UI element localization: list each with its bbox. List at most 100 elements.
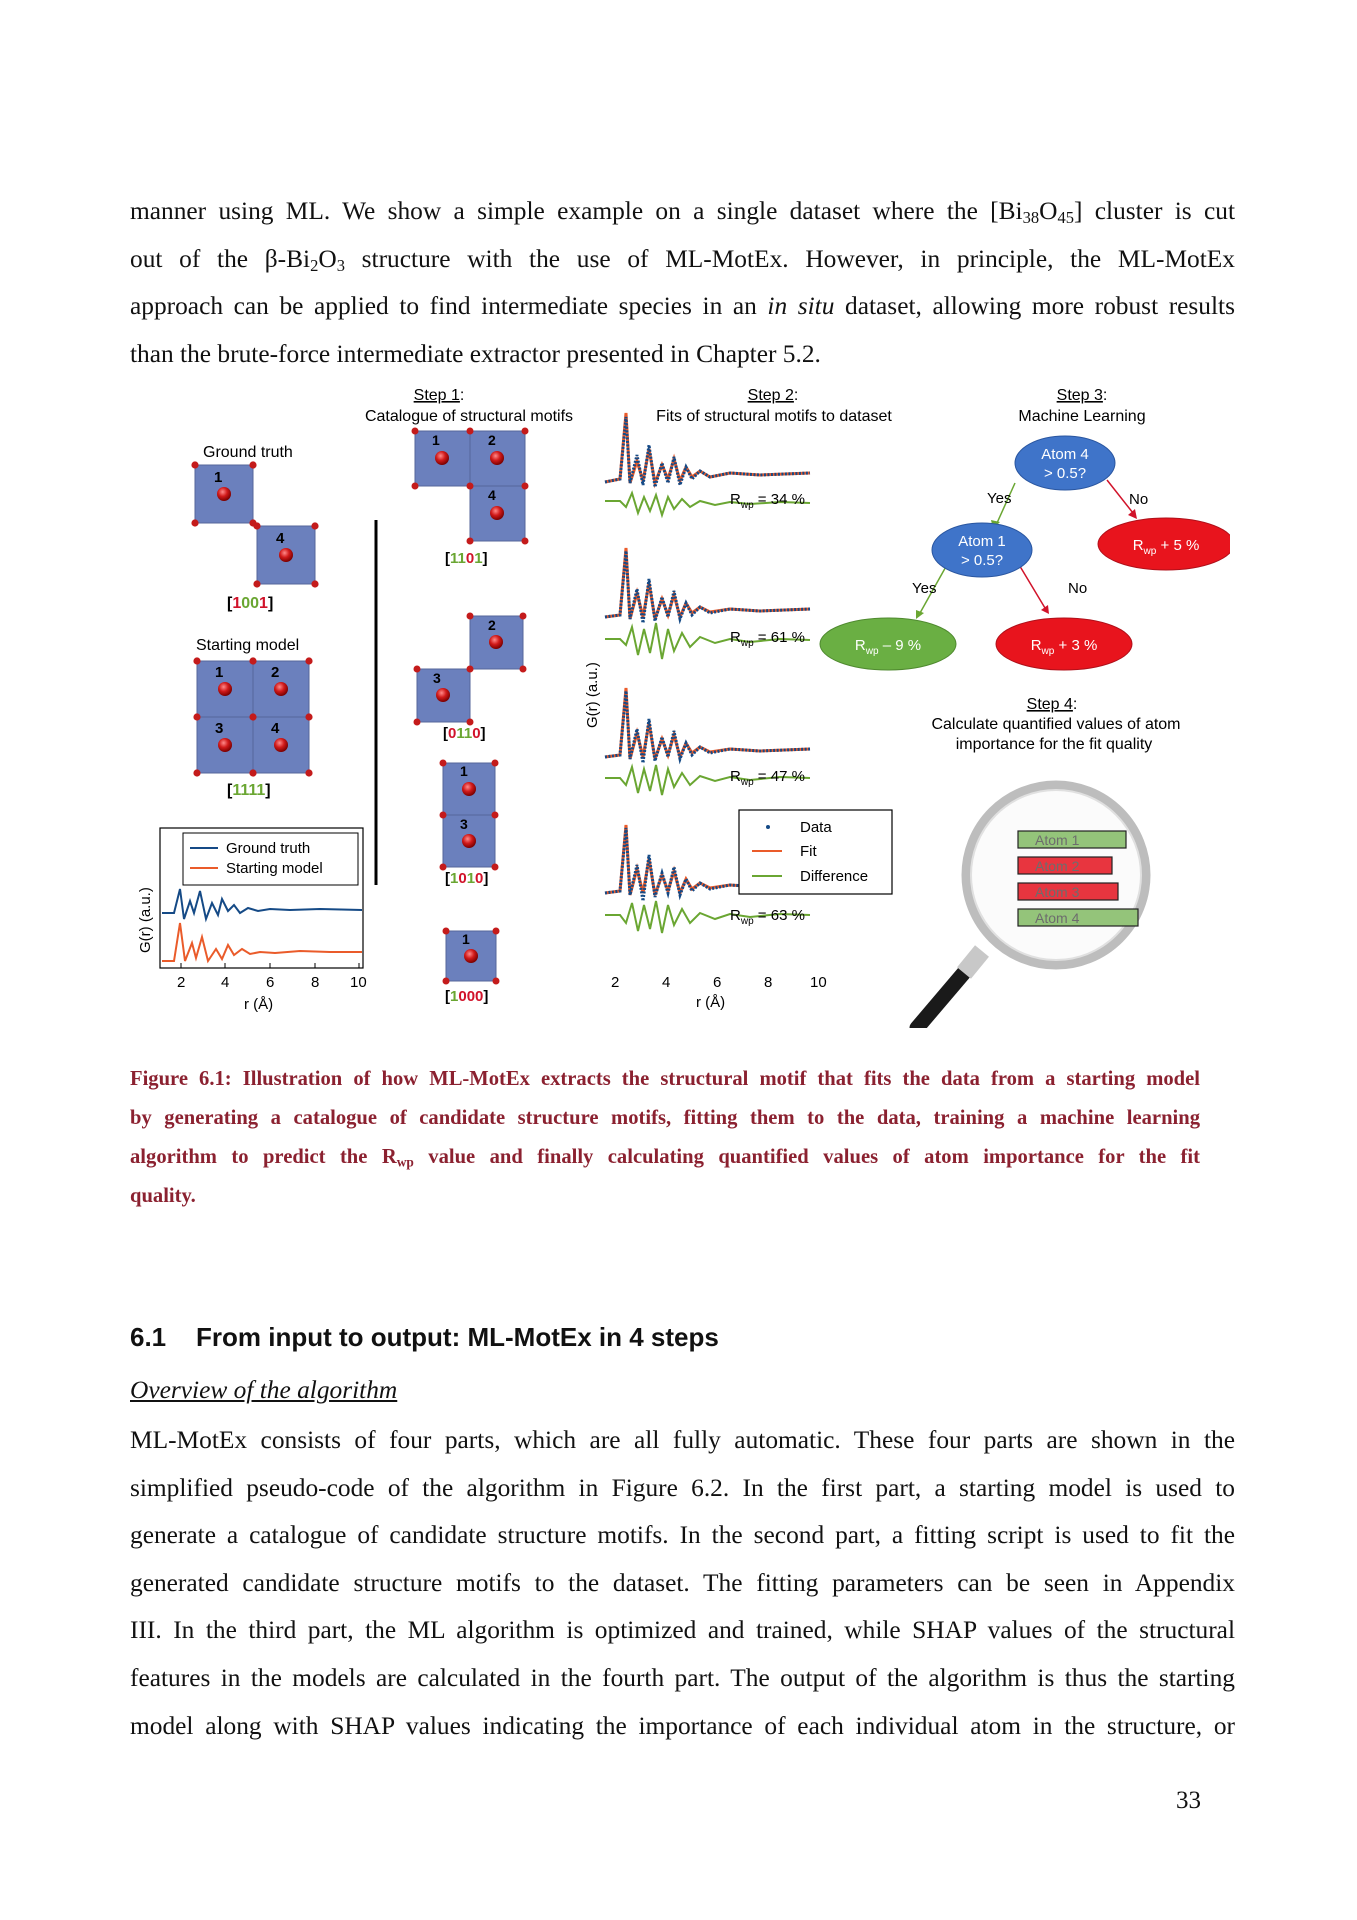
body-line-4: generated candidate structure motifs to … xyxy=(130,1568,1235,1597)
svg-text:1: 1 xyxy=(214,469,222,486)
svg-text:1: 1 xyxy=(462,931,470,947)
body-line-7: model along with SHAP values indicating … xyxy=(130,1711,1235,1740)
left-ylabel: G(r) (a.u.) xyxy=(137,887,154,953)
svg-text:2: 2 xyxy=(271,664,279,681)
svg-text:> 0.5?: > 0.5? xyxy=(1044,465,1086,482)
step2-title: Fits of structural motifs to dataset xyxy=(656,408,892,425)
svg-text:3: 3 xyxy=(433,670,441,686)
importance-bars: Atom 1 Atom 2 Atom 3 Atom 4 xyxy=(1017,830,1139,927)
step3-title: Machine Learning xyxy=(1018,408,1145,425)
ground-truth-code: [1001] xyxy=(227,595,273,612)
figure-svg: Ground truth 1 4 [1001] Starting model 1… xyxy=(137,387,1230,1028)
svg-text:2: 2 xyxy=(488,617,496,633)
starting-model-structure: 1 2 3 4 xyxy=(193,657,313,777)
fit-xtick-2: 6 xyxy=(713,974,721,991)
body-line-5: III. In the third part, the ML algorithm… xyxy=(130,1616,1235,1645)
svg-text:4: 4 xyxy=(271,720,280,737)
svg-text:No: No xyxy=(1068,580,1087,597)
left-xtick-0: 2 xyxy=(177,974,185,991)
svg-text:Yes: Yes xyxy=(987,490,1011,507)
left-xtick-1: 4 xyxy=(221,974,229,991)
fit-panel-2: Rwp = 61 % xyxy=(604,547,811,660)
svg-text:3: 3 xyxy=(460,816,468,832)
intro-line-2: out of the β-Bi2O3 structure with the us… xyxy=(130,244,1235,275)
step1-heading: Step 1: xyxy=(414,387,465,404)
caption-line-1: Figure 6.1: Illustration of how ML-MotEx… xyxy=(130,1068,1200,1090)
decision-tree: Atom 4 > 0.5? Atom 1 > 0.5? Rwp + 5 % Rw… xyxy=(819,435,1230,671)
left-legend-starting-model: Starting model xyxy=(226,860,323,877)
svg-text:Atom 4: Atom 4 xyxy=(1041,446,1089,463)
svg-text:4: 4 xyxy=(276,530,285,547)
motif-0110: 2 3 xyxy=(413,612,527,726)
caption-line-2: by generating a catalogue of candidate s… xyxy=(130,1107,1200,1129)
ground-truth-label: Ground truth xyxy=(203,444,293,461)
svg-text:Yes: Yes xyxy=(912,580,936,597)
catalogue-code-3: [1000] xyxy=(445,988,488,1005)
left-xtick-4: 10 xyxy=(350,974,367,991)
body-line-6: features in the models are calculated in… xyxy=(130,1663,1235,1692)
fit-xtick-1: 4 xyxy=(662,974,670,991)
svg-text:Rwp = 63 %: Rwp = 63 % xyxy=(730,907,805,927)
fit-panel-1: Rwp = 34 % xyxy=(604,412,811,519)
catalogue-code-1: [0110] xyxy=(443,725,486,742)
left-legend-ground-truth: Ground truth xyxy=(226,840,310,857)
left-gr-plot: 2 4 6 8 10 r (Å) G(r) (a.u.) Ground trut… xyxy=(137,827,367,1013)
motif-1101: 1 2 4 xyxy=(411,427,529,545)
left-xlabel: r (Å) xyxy=(244,996,273,1013)
step2-heading: Step 2: xyxy=(748,387,799,404)
svg-text:Rwp + 5 %: Rwp + 5 % xyxy=(1133,537,1200,557)
importance-bar-atom-1 xyxy=(1017,830,1127,849)
legend-data: Data xyxy=(800,819,832,836)
legend-fit: Fit xyxy=(800,843,817,860)
svg-text:1: 1 xyxy=(432,432,440,448)
catalogue-code-0: [1101] xyxy=(445,550,488,567)
importance-bar-atom-3 xyxy=(1017,882,1119,901)
svg-text:Atom 4: Atom 4 xyxy=(1035,910,1080,926)
left-xtick-3: 8 xyxy=(311,974,319,991)
section-title: From input to output: ML-MotEx in 4 step… xyxy=(196,1322,719,1352)
fit-legend: Data Fit Difference xyxy=(738,809,893,895)
intro-paragraph: manner using ML. We show a simple exampl… xyxy=(130,188,1235,378)
catalogue-code-2: [1010] xyxy=(445,870,488,887)
intro-line-4: than the brute-force intermediate extrac… xyxy=(130,339,821,368)
svg-text:2: 2 xyxy=(488,432,496,448)
fit-xlabel: r (Å) xyxy=(696,994,725,1011)
svg-text:Rwp = 34 %: Rwp = 34 % xyxy=(730,491,805,511)
ground-truth-structure: 1 4 xyxy=(191,461,319,588)
starting-model-code: [1111] xyxy=(227,782,271,799)
ground-truth-curve xyxy=(162,888,363,923)
fit-panel-3: Rwp = 47 % xyxy=(604,687,811,796)
overview-heading: Overview of the algorithm xyxy=(130,1376,398,1404)
svg-text:> 0.5?: > 0.5? xyxy=(961,552,1003,569)
svg-text:Rwp + 3 %: Rwp + 3 % xyxy=(1031,637,1098,657)
body-paragraph: ML-MotEx consists of four parts, which a… xyxy=(130,1417,1235,1750)
figure-caption: Figure 6.1: Illustration of how ML-MotEx… xyxy=(130,1060,1200,1216)
body-line-3: generate a catalogue of candidate struct… xyxy=(130,1521,1235,1550)
magnifier-icon: Atom 1 Atom 2 Atom 3 Atom 4 xyxy=(909,780,1151,1028)
svg-text:3: 3 xyxy=(215,720,223,737)
fit-xtick-3: 8 xyxy=(764,974,772,991)
svg-text:No: No xyxy=(1129,491,1148,508)
step4-heading: Step 4: xyxy=(1027,696,1078,713)
svg-text:Atom 1: Atom 1 xyxy=(958,533,1006,550)
step4-title-line2: importance for the fit quality xyxy=(956,736,1153,753)
svg-text:Atom 3: Atom 3 xyxy=(1035,884,1080,900)
legend-difference: Difference xyxy=(800,868,868,885)
body-line-2: simplified pseudo-code of the algorithm … xyxy=(130,1473,1235,1502)
importance-bar-atom-2 xyxy=(1017,856,1113,875)
motif-1010: 1 3 xyxy=(439,759,499,871)
fit-panel-4: Rwp = 63 % xyxy=(604,824,811,934)
svg-text:Rwp = 61 %: Rwp = 61 % xyxy=(730,629,805,649)
intro-line-1: manner using ML. We show a simple exampl… xyxy=(130,197,1236,228)
fit-xtick-4: 10 xyxy=(810,974,827,991)
starting-model-curve xyxy=(162,922,362,964)
left-xtick-2: 6 xyxy=(266,974,274,991)
svg-text:Atom 2: Atom 2 xyxy=(1035,858,1080,874)
section-number: 6.1 xyxy=(130,1322,167,1352)
figure-6-1: Ground truth 1 4 [1001] Starting model 1… xyxy=(130,383,1230,1028)
svg-text:Rwp – 9 %: Rwp – 9 % xyxy=(855,637,921,657)
caption-line-3: algorithm to predict the Rwp value and f… xyxy=(130,1146,1200,1170)
starting-model-label: Starting model xyxy=(196,637,299,654)
caption-line-4: quality. xyxy=(130,1185,196,1207)
body-line-1: ML-MotEx consists of four parts, which a… xyxy=(130,1426,1235,1454)
